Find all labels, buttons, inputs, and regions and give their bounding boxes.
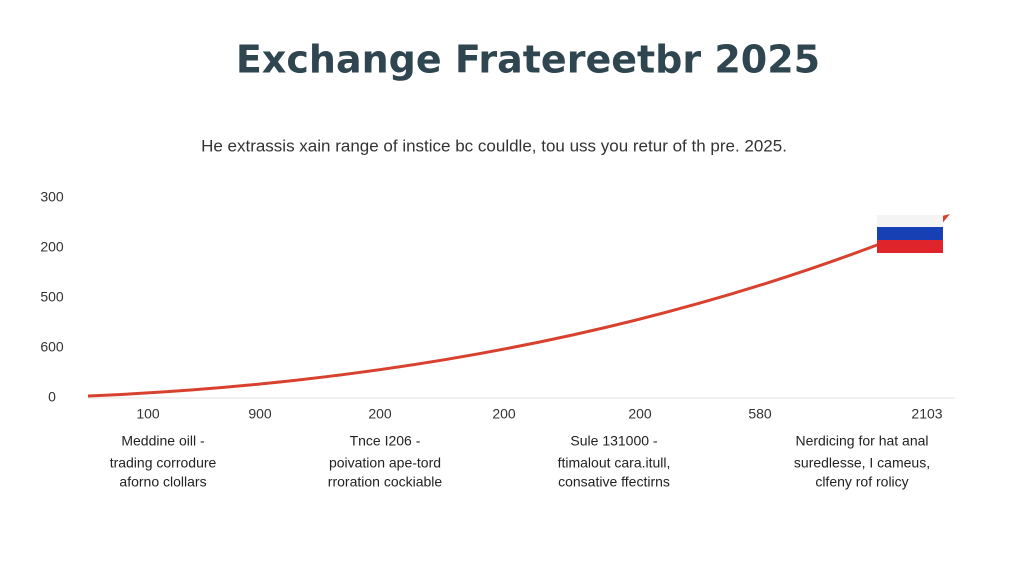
x-label: 200 <box>628 406 652 422</box>
flag <box>877 215 943 253</box>
y-label: 0 <box>48 389 56 405</box>
x-label: 2103 <box>911 406 942 422</box>
y-label: 500 <box>40 289 64 305</box>
note-line: rroration cockiable <box>328 474 443 490</box>
note-line: Nerdicing for hat anal <box>795 433 928 449</box>
y-label: 200 <box>40 239 64 255</box>
y-label: 300 <box>40 189 64 205</box>
y-label: 600 <box>40 339 64 355</box>
note-line: clfeny rof rolicy <box>815 474 908 490</box>
title: Exchange Fratereetbr 2025 <box>236 38 820 82</box>
note-line: aforno clollars <box>119 474 206 490</box>
note-line: suredlesse, I cameus, <box>794 455 930 471</box>
note-line: Tnce I206 - <box>350 433 421 449</box>
note-line: poivation ape-tord <box>329 455 441 471</box>
x-label: 580 <box>748 406 772 422</box>
note-line: trading corrodure <box>110 455 217 471</box>
note-line: Sule 131000 - <box>570 433 658 449</box>
trend-line <box>87 218 941 398</box>
x-label: 200 <box>492 406 516 422</box>
x-label: 200 <box>368 406 392 422</box>
x-label: 900 <box>248 406 272 422</box>
subtitle: He extrassis xain range of instice bc co… <box>201 136 787 155</box>
note-line: consative ffectirns <box>558 474 670 490</box>
x-label: 100 <box>136 406 160 422</box>
note-line: ftimalout cara.itull, <box>558 455 671 471</box>
note-line: Meddine oill - <box>121 433 205 449</box>
